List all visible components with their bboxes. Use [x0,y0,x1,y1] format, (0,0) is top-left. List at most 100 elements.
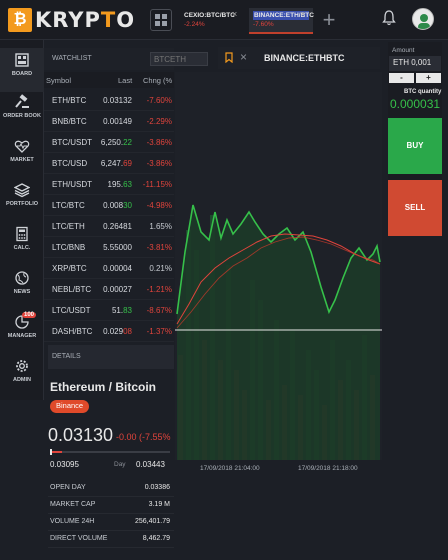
day-range-fill [50,451,62,453]
row-symbol: LTC/ETH [52,222,85,231]
row-last-price: 0.02908 [103,327,132,336]
sidebar-item-label: ORDER BOOK [3,113,41,119]
btc-quantity-value: 0.000031 [390,97,441,111]
sidebar-item-label: CALC. [13,245,31,251]
watchlist-row[interactable]: LTC/ETH 0.26481 1.65% [44,216,174,237]
details-header[interactable]: DETAILS [48,345,174,369]
heart-pulse-icon [14,140,30,153]
column-last[interactable]: Last [118,76,133,85]
sidebar-item-market[interactable]: MARKET [0,134,44,178]
row-last-price: 0.00004 [103,264,132,273]
add-tab-plus-icon[interactable]: + [322,7,336,32]
increase-button[interactable]: + [416,73,441,83]
sidebar-item-calc[interactable]: CALC. [0,222,44,266]
amount-input[interactable]: ETH 0,001 [389,56,441,71]
row-change: -7.60% [146,96,172,105]
tab-binance-ethbtc[interactable]: BINANCE:ETH/BTC -7.60% × [249,8,314,34]
tab-cexio-btc[interactable]: CEXIO:BTC/BTC -2.24% × [180,8,244,34]
watchlist-rows: ETH/BTC 0.03132 -7.60% BNB/BTC 0.00149 -2.29%… [44,90,174,342]
sidebar-item-label: BOARD [11,71,33,77]
close-icon[interactable]: × [240,50,248,64]
sidebar-item-portfolio[interactable]: PORTFOLIO [0,178,44,222]
close-icon[interactable]: × [232,9,238,19]
sidebar-item-news[interactable]: NEWS [0,266,44,310]
bell-icon[interactable] [382,10,396,26]
stat-row: MARKET CAP 3.19 M [48,497,174,514]
watchlist-row[interactable]: NEBL/BTC 0.00027 -1.21% [44,279,174,300]
watchlist-row[interactable]: DASH/BTC 0.02908 -1.37% [44,321,174,342]
row-symbol: LTC/BNB [52,243,86,252]
watchlist-row[interactable]: BNB/BTC 0.00149 -2.29% [44,111,174,132]
row-symbol: BTC/USD [52,159,88,168]
watchlist-row[interactable]: XRP/BTC 0.00004 0.21% [44,258,174,279]
notification-badge: 100 [22,312,37,318]
day-range-bar [50,449,170,455]
chart-header: × BINANCE:ETHBTC [218,47,380,69]
sidebar-item-label: NEWS [13,289,31,295]
btc-quantity-label: BTC quantity [404,89,442,95]
watchlist-row[interactable]: BTC/USDT 6,250.22 -3.86% [44,132,174,153]
stat-value: 0.03386 [144,484,170,491]
row-symbol: BNB/BTC [52,117,87,126]
row-last-price: 0.00027 [103,285,132,294]
watchlist-header: WATCHLIST [44,48,208,70]
layout-grid-icon[interactable] [150,9,172,31]
decrease-button[interactable]: - [389,73,414,83]
row-change: -8.67% [146,306,172,315]
amount-label: Amount [392,47,415,54]
sidebar-item-board[interactable]: BOARD [0,48,44,92]
tab-label: CEXIO:BTC/BTC [184,12,235,19]
stat-row: DIRECT VOLUME 8,462.79 [48,531,174,548]
row-last-price: 0.26481 [103,222,132,231]
logo[interactable]: ₿ KRYPTO [8,6,135,34]
watchlist-row[interactable]: LTC/BNB 5.55000 -3.81% [44,237,174,258]
price-chart[interactable] [175,72,382,460]
sidebar-item-admin[interactable]: ADMIN [0,354,44,398]
watchlist-search-input[interactable] [150,52,208,66]
gavel-icon [15,94,29,108]
row-symbol: LTC/USDT [52,306,91,315]
row-symbol: DASH/BTC [52,327,93,336]
chart-x-label: 17/09/2018 21:18:00 [298,465,358,472]
sidebar-item-order-book[interactable]: ORDER BOOK [0,90,44,134]
pie-chart-icon [15,315,29,329]
sidebar-item-label: MARKET [10,157,34,163]
price-line [176,204,381,315]
details-stats: OPEN DAY 0.03386 MARKET CAP 3.19 M VOLUME 24… [48,480,174,548]
row-symbol: BTC/USDT [52,138,92,147]
bookmark-icon[interactable] [225,52,233,63]
sidebar-item-label: MANAGER [7,333,37,339]
day-low: 0.03095 [50,460,79,469]
sidebar-item-label: ADMIN [12,377,32,383]
row-change: -4.98% [146,201,172,210]
row-last-price: 195.63 [107,180,132,189]
row-change: -3.81% [146,243,172,252]
avatar[interactable] [412,8,434,30]
stat-row: VOLUME 24H 256,401.79 [48,514,174,531]
tab-change: -2.24% [184,21,205,28]
close-icon[interactable]: × [300,9,306,19]
row-last-price: 51.83 [111,306,132,315]
pair-title: Ethereum / Bitcoin [50,380,157,394]
row-last-price: 0.00830 [103,201,132,210]
exchange-badge[interactable]: Binance [50,400,90,413]
stat-row: OPEN DAY 0.03386 [48,480,174,497]
sell-button[interactable]: SELL [388,180,442,236]
gear-icon [16,360,28,372]
board-icon [15,53,29,67]
details-title: DETAILS [52,353,81,360]
column-change[interactable]: Chng (% [143,76,173,85]
watchlist-row[interactable]: ETH/USDT 195.63 -11.15% [44,174,174,195]
stat-value: 256,401.79 [134,518,170,525]
watchlist-row[interactable]: BTC/USD 6,247.69 -3.86% [44,153,174,174]
stat-label: VOLUME 24H [50,518,95,525]
watchlist-row[interactable]: ETH/BTC 0.03132 -7.60% [44,90,174,111]
watchlist-title: WATCHLIST [52,55,92,62]
buy-button[interactable]: BUY [388,118,442,174]
watchlist-row[interactable]: LTC/USDT 51.83 -8.67% [44,300,174,321]
day-high: 0.03443 [136,460,165,469]
bitcoin-logo-icon: ₿ [8,8,32,32]
sidebar-item-manager[interactable]: 100 MANAGER [0,310,44,354]
watchlist-row[interactable]: LTC/BTC 0.00830 -4.98% [44,195,174,216]
column-symbol[interactable]: Symbol [46,76,72,85]
